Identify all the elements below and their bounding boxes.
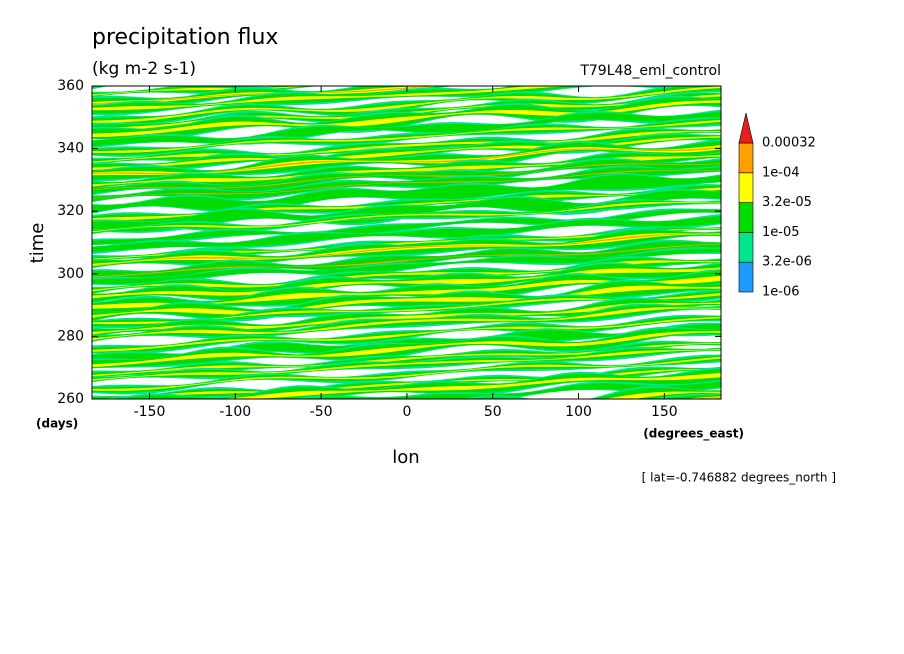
contour-band (92, 163, 721, 191)
contour-band (92, 86, 574, 111)
colorbar-box (738, 261, 754, 293)
y-units: (days) (36, 417, 78, 431)
contour-band (92, 167, 721, 202)
colorbar-box (738, 172, 754, 203)
contour-band (92, 331, 721, 368)
y-tick-label: 340 (57, 141, 84, 157)
x-tick-label: 0 (402, 404, 411, 420)
y-tick-label: 320 (57, 203, 84, 219)
colorbar-label: 3.2e-06 (762, 255, 812, 270)
x-tick-label: 150 (651, 404, 678, 420)
contour-band (92, 342, 721, 377)
contour-band (92, 174, 721, 213)
contour-band (92, 307, 721, 341)
contour-band (92, 233, 721, 266)
footnote: [ lat=-0.746882 degrees_north ] (642, 471, 836, 485)
contour-band (92, 243, 721, 278)
colorbar-box (738, 202, 754, 233)
colorbar-label: 0.00032 (762, 136, 816, 151)
x-tick-label: -100 (219, 404, 251, 420)
contour-band (92, 356, 721, 391)
x-tick-label: -150 (134, 404, 166, 420)
contour-band (92, 228, 721, 260)
colorbar-box (738, 142, 754, 174)
y-tick-label: 280 (57, 328, 84, 344)
contour-band (92, 200, 721, 234)
contour-band (92, 355, 721, 393)
contour-band (92, 302, 721, 335)
contour-band (467, 387, 721, 399)
colorbar-label: 1e-04 (762, 165, 800, 180)
contour-band (92, 257, 721, 293)
contour-field (92, 86, 721, 399)
contour-band (92, 100, 721, 138)
x-units: (degrees_east) (643, 427, 744, 442)
y-axis-label: time (27, 223, 48, 264)
contour-band (92, 154, 721, 187)
y-tick-label: 360 (57, 78, 84, 94)
colorbar-label: 3.2e-05 (762, 195, 812, 210)
colorbar-label: 1e-06 (762, 285, 800, 300)
y-tick-label: 300 (57, 266, 84, 282)
contour-band (92, 119, 721, 154)
contour-band (92, 145, 721, 176)
contour-band (92, 275, 721, 309)
contour-band (92, 209, 721, 245)
contour-band (684, 396, 721, 399)
contour-band (92, 248, 721, 284)
contour-band (116, 368, 721, 399)
contour-band (92, 285, 721, 318)
contour-band (216, 373, 721, 399)
contour-band (92, 316, 721, 352)
contour-band (92, 349, 721, 381)
contour-band (92, 136, 721, 170)
x-tick-label: -50 (310, 404, 333, 420)
contour-band (92, 86, 721, 123)
contour-band (302, 381, 721, 399)
contour-band (692, 396, 721, 399)
contour-band (92, 169, 721, 199)
contour-band (92, 86, 444, 105)
x-tick-label: 100 (565, 404, 592, 420)
x-tick-label: 50 (484, 404, 502, 420)
annotation: T79L48_eml_control (579, 63, 721, 79)
contour-band (604, 391, 721, 399)
contour-band (92, 190, 721, 232)
contour-band (92, 187, 721, 221)
y-tick-label: 260 (57, 391, 84, 407)
contour-band (92, 86, 707, 114)
colorbar-label: 1e-05 (762, 225, 800, 240)
chart-title: precipitation flux (92, 25, 278, 50)
subtitle: (kg m-2 s-1) (92, 59, 196, 79)
colorbar-extend (738, 112, 754, 144)
x-axis-label: lon (392, 447, 419, 468)
contour-band (92, 215, 721, 253)
colorbar-box (738, 232, 754, 263)
